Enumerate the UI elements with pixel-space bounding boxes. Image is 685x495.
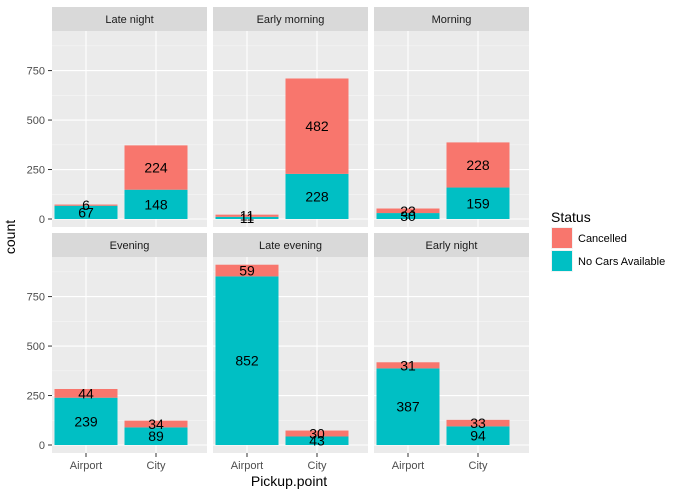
- y-tick-label: 500: [27, 115, 45, 127]
- legend: Status Cancelled No Cars Available: [551, 209, 665, 272]
- x-tick-label: City: [308, 460, 327, 472]
- data-label: 387: [396, 399, 420, 415]
- data-label: 31: [400, 357, 416, 373]
- legend-swatch: [552, 251, 572, 271]
- data-label: 33: [470, 415, 486, 431]
- data-label: 6: [82, 197, 90, 213]
- data-label: 23: [400, 203, 416, 219]
- facet-strip: [213, 7, 368, 31]
- facet-strip-label: Evening: [110, 240, 150, 252]
- data-label: 44: [78, 385, 94, 401]
- x-tick-label: City: [469, 460, 488, 472]
- facet-strip: [374, 7, 529, 31]
- bar-cancelled: [215, 264, 279, 277]
- bar-no-cars-available: [54, 397, 118, 445]
- legend-label: Cancelled: [578, 233, 627, 245]
- bar-no-cars-available: [446, 187, 510, 219]
- bar-no-cars-available: [124, 189, 188, 219]
- x-tick-label: Airport: [70, 460, 102, 472]
- data-label: 94: [470, 428, 486, 444]
- data-label: 228: [466, 157, 490, 173]
- y-tick-label: 250: [27, 165, 45, 177]
- facet-strip-label: Late evening: [259, 240, 322, 252]
- y-tick-label: 750: [27, 292, 45, 304]
- bar-cancelled: [376, 208, 440, 214]
- axes-layer: 0 250 500 750 0 250 500 750 Airport City Airport Ci…: [27, 66, 488, 472]
- bar-no-cars-available: [376, 213, 440, 219]
- data-label: 59: [239, 263, 255, 279]
- y-tick-label: 500: [27, 341, 45, 353]
- facet-strip-label: Early morning: [257, 14, 325, 26]
- facet-strip: [374, 233, 529, 257]
- x-tick-label: Airport: [392, 460, 424, 472]
- bar-no-cars-available: [376, 368, 440, 445]
- legend-label: No Cars Available: [578, 256, 665, 268]
- bar-cancelled: [215, 214, 279, 217]
- bar-cancelled: [54, 204, 118, 206]
- data-label: 67: [78, 204, 94, 220]
- bar-cancelled: [285, 430, 349, 437]
- bar-no-cars-available: [285, 173, 349, 219]
- bar-cancelled: [376, 362, 440, 369]
- data-label: 11: [240, 208, 255, 224]
- bar-cancelled: [54, 388, 118, 398]
- data-label: 43: [309, 433, 325, 449]
- facet-strip: [52, 7, 207, 31]
- bar-no-cars-available: [54, 205, 118, 219]
- bar-cancelled: [285, 78, 349, 174]
- bar-no-cars-available: [215, 216, 279, 219]
- y-tick-label: 0: [39, 214, 45, 226]
- data-label: 228: [305, 188, 329, 204]
- data-label: 89: [148, 428, 164, 444]
- data-label: 34: [148, 416, 164, 432]
- bar-cancelled: [446, 419, 510, 427]
- data-label: 159: [466, 195, 490, 211]
- y-tick-label: 250: [27, 391, 45, 403]
- bar-no-cars-available: [215, 276, 279, 445]
- y-tick-label: 750: [27, 66, 45, 78]
- y-tick-label: 0: [39, 440, 45, 452]
- data-label: 239: [74, 413, 98, 429]
- facet-strip: [52, 233, 207, 257]
- x-tick-label: City: [147, 460, 166, 472]
- legend-title: Status: [551, 209, 591, 225]
- x-axis-title: Pickup.point: [251, 473, 327, 489]
- data-label: 30: [400, 208, 416, 224]
- data-label: 482: [305, 118, 329, 134]
- facet-strip-label: Morning: [432, 14, 472, 26]
- data-label: 30: [309, 426, 325, 442]
- legend-swatch: [552, 228, 572, 248]
- x-tick-label: Airport: [231, 460, 263, 472]
- data-label: 852: [235, 353, 259, 369]
- bar-cancelled: [446, 142, 510, 188]
- facet-strip-label: Late night: [105, 14, 153, 26]
- y-axis-title: count: [2, 220, 18, 254]
- data-label: 224: [144, 160, 168, 176]
- facet-panel: Late night 676 148 224: [52, 7, 207, 227]
- data-label: 11: [240, 210, 255, 226]
- bar-no-cars-available: [285, 436, 349, 445]
- bar-cancelled: [124, 145, 188, 190]
- bar-no-cars-available: [446, 426, 510, 445]
- bar-no-cars-available: [124, 427, 188, 445]
- facet-strip: [213, 233, 368, 257]
- bar-cancelled: [124, 420, 188, 428]
- data-label: 148: [144, 196, 168, 212]
- facet-strip-label: Early night: [426, 240, 478, 252]
